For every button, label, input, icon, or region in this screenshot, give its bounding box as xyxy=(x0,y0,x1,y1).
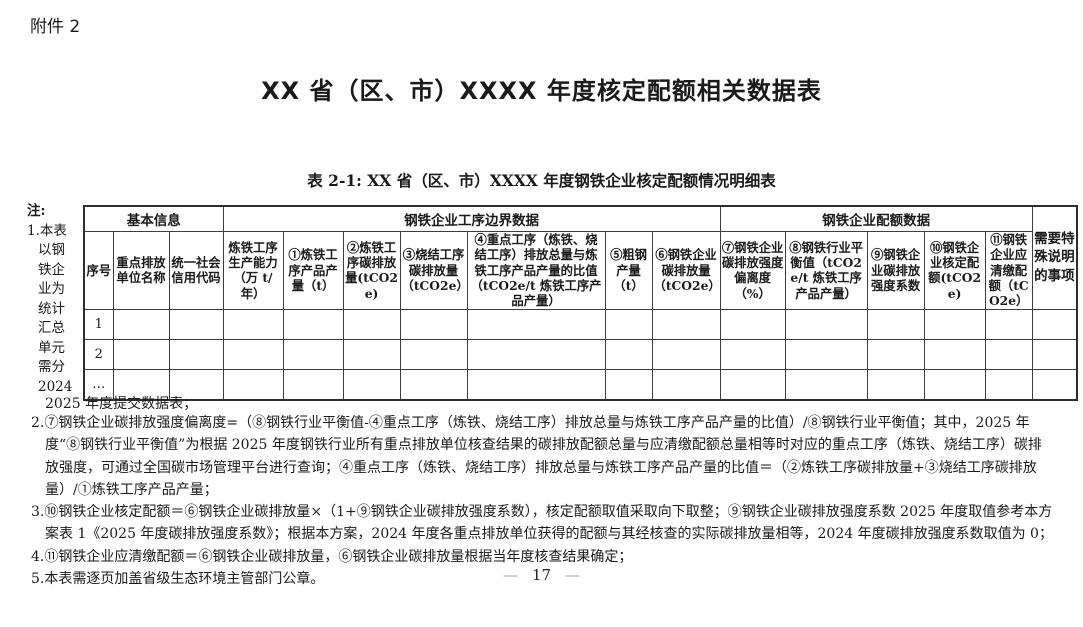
empty-cell xyxy=(784,308,868,340)
empty-cell xyxy=(282,338,344,370)
table-row: 1 xyxy=(83,308,1078,340)
column-header-credit-code: 统一社会信用代码 xyxy=(168,231,224,310)
empty-cell xyxy=(784,338,868,370)
empty-cell xyxy=(222,338,284,370)
column-header-industry-balance-value: ⑧钢铁行业平衡值（tCO2e/t 炼铁工序产品产量） xyxy=(784,231,868,310)
group-header-basic-info: 基本信息 xyxy=(83,205,224,232)
quota-table: 基本信息 钢铁企业工序边界数据 钢铁企业配额数据 需要特殊说明的事项 序号 重点… xyxy=(83,205,1079,401)
empty-cell xyxy=(923,338,986,370)
page-title: XX 省（区、市）XXXX 年度核定配额相关数据表 xyxy=(261,77,822,105)
empty-cell xyxy=(222,308,284,340)
empty-cell xyxy=(112,308,170,340)
column-header-ironmaking-output: ①炼铁工序产品产量（t） xyxy=(282,231,344,310)
empty-cell xyxy=(168,368,224,401)
note-item-4: 4.⑪钢铁企业应清缴配额＝⑥钢铁企业碳排放量，⑥钢铁企业碳排放量根据当年度核查结… xyxy=(31,548,633,565)
column-header-row: 序号 重点排放单位名称 统一社会信用代码 炼铁工序生产能力（万 t/年） ①炼铁… xyxy=(83,231,1077,310)
empty-cell xyxy=(866,308,925,340)
empty-cell xyxy=(719,308,786,340)
column-header-sintering-emissions: ③烧结工序碳排放量（tCO2e） xyxy=(399,231,468,310)
empty-cell xyxy=(342,338,401,370)
group-header-row: 基本信息 钢铁企业工序边界数据 钢铁企业配额数据 需要特殊说明的事项 xyxy=(83,205,1078,310)
group-header-process-boundary-data: 钢铁企业工序边界数据 xyxy=(222,205,721,232)
empty-cell xyxy=(1031,308,1078,340)
column-header-key-process-ratio: ④重点工序（炼铁、烧结工序）排放总量与炼铁工序产品产量的比值（tCO2e/t 炼… xyxy=(466,231,606,310)
empty-cell xyxy=(604,308,653,340)
empty-cell xyxy=(112,368,170,401)
page-number: 17 xyxy=(531,566,552,584)
empty-cell xyxy=(651,308,721,340)
note-item-2: 2.⑦钢铁企业碳排放强度偏离度=（⑧钢铁行业平衡值-④重点工序（炼铁、烧结工序）… xyxy=(31,415,1042,498)
column-header-special-notes: 需要特殊说明的事项 xyxy=(1031,205,1078,310)
empty-cell xyxy=(923,368,986,401)
table-caption: 表 2-1: XX 省（区、市）XXXX 年度钢铁企业核定配额情况明细表 xyxy=(307,171,776,190)
empty-cell xyxy=(282,308,344,340)
empty-cell xyxy=(466,338,606,370)
column-header-intensity-coefficient: ⑨钢铁企业碳排放强度系数 xyxy=(866,231,925,310)
notes-sidebar: 注: 1.本表以钢铁企业为统计汇总单元需分2024 xyxy=(27,202,77,397)
empty-cell xyxy=(1031,368,1078,401)
empty-cell xyxy=(466,308,606,340)
empty-cell xyxy=(923,308,986,340)
empty-cell xyxy=(222,368,284,401)
note-item-1-continued: 2025 年度提交数据表； xyxy=(45,396,198,412)
group-header-quota-data: 钢铁企业配额数据 xyxy=(719,205,1033,232)
row-number-cell: 2 xyxy=(83,338,114,370)
note-item-1-side: 1.本表以钢铁企业为统计汇总单元需分2024 xyxy=(27,222,73,395)
empty-cell xyxy=(604,368,653,401)
page-footer: — 17 — xyxy=(0,566,1083,584)
empty-cell xyxy=(651,338,721,370)
empty-cell xyxy=(719,338,786,370)
note-item-3: 3.⑩钢铁企业核定配额＝⑥钢铁企业碳排放量×（1+⑨钢铁企业碳排放强度系数），核… xyxy=(31,504,1053,543)
column-header-approved-quota: ⑩钢铁企业核定配额(tCO2e) xyxy=(923,231,986,310)
empty-cell xyxy=(168,338,224,370)
empty-cell xyxy=(282,368,344,401)
empty-cell xyxy=(399,308,468,340)
empty-cell xyxy=(342,308,401,340)
footer-dash-right: — xyxy=(565,566,581,584)
table-row: 2 xyxy=(83,338,1078,370)
table-row: … xyxy=(83,368,1078,401)
column-header-enterprise-emissions: ⑥钢铁企业碳排放量（tCO2e） xyxy=(651,231,721,310)
empty-cell xyxy=(168,308,224,340)
empty-cell xyxy=(112,338,170,370)
empty-cell xyxy=(784,368,868,401)
empty-cell xyxy=(866,368,925,401)
empty-cell xyxy=(399,338,468,370)
empty-cell xyxy=(719,368,786,401)
notes-block: 2.⑦钢铁企业碳排放强度偏离度=（⑧钢铁行业平衡值-④重点工序（炼铁、烧结工序）… xyxy=(31,412,1054,590)
empty-cell xyxy=(466,368,606,401)
row-number-cell: 1 xyxy=(83,308,114,340)
empty-cell xyxy=(984,368,1033,401)
footer-dash-left: — xyxy=(502,566,518,584)
empty-cell xyxy=(342,368,401,401)
column-header-ironmaking-capacity: 炼铁工序生产能力（万 t/年） xyxy=(222,231,284,310)
column-header-ironmaking-emissions: ②炼铁工序碳排放量(tCO2e) xyxy=(342,231,401,310)
empty-cell xyxy=(984,338,1033,370)
empty-cell xyxy=(984,308,1033,340)
row-number-cell: … xyxy=(83,368,114,401)
empty-cell xyxy=(604,338,653,370)
empty-cell xyxy=(866,338,925,370)
column-header-crude-steel-output: ⑤粗钢产量（t） xyxy=(604,231,653,310)
column-header-serial: 序号 xyxy=(83,231,114,310)
empty-cell xyxy=(1031,338,1078,370)
column-header-intensity-deviation: ⑦钢铁企业碳排放强度偏离度（%） xyxy=(719,231,786,310)
note-item-5: 5.本表需逐页加盖省级生态环境主管部门公章。 xyxy=(31,571,325,588)
attachment-label: 附件 2 xyxy=(30,17,81,37)
column-header-unit-name: 重点排放单位名称 xyxy=(112,231,170,310)
notes-heading: 注: xyxy=(27,203,46,219)
column-header-surrender-quota: ⑪钢铁企业应清缴配额（tCO2e） xyxy=(984,231,1033,310)
empty-cell xyxy=(651,368,721,401)
empty-cell xyxy=(399,368,468,401)
